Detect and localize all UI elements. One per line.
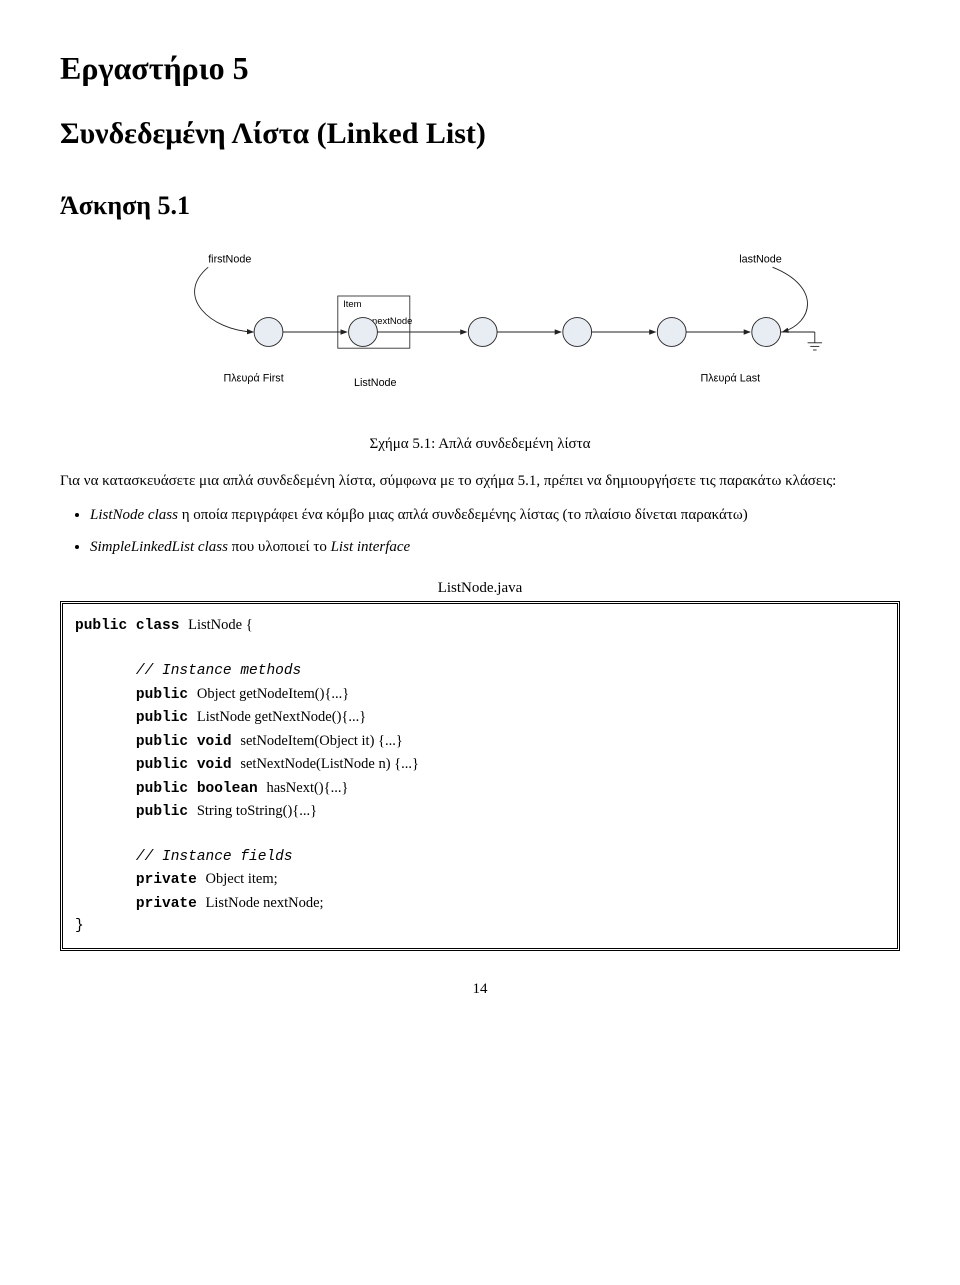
- label-pleura-first: Πλευρά First: [224, 373, 284, 385]
- lab-title: Εργαστήριο 5: [60, 50, 900, 87]
- class-name: ListNode class: [90, 507, 178, 523]
- list-node: [254, 318, 283, 347]
- code-text: ListNode getNextNode(){...}: [197, 709, 366, 725]
- code-text: ListNode {: [188, 617, 253, 633]
- list-item: ListNode class η οποία περιγράφει ένα κό…: [90, 505, 900, 527]
- label-lastnode: lastNode: [739, 254, 782, 266]
- class-list: ListNode class η οποία περιγράφει ένα κό…: [60, 505, 900, 559]
- label-firstnode: firstNode: [208, 254, 251, 266]
- code-kw: public void: [136, 757, 240, 773]
- list-node: [349, 318, 378, 347]
- class-desc: που υλοποιεί το: [228, 539, 331, 555]
- code-text: setNodeItem(Object it) {...}: [240, 733, 403, 749]
- list-node: [752, 318, 781, 347]
- pointer-first-edge: [195, 267, 254, 332]
- class-name: SimpleLinkedList class: [90, 539, 228, 555]
- code-text: setNextNode(ListNode n) {...}: [240, 756, 419, 772]
- code-text: }: [75, 918, 84, 934]
- linked-list-diagram: firstNode lastNode Item nextNode Πλευρά …: [60, 233, 900, 413]
- label-listnode: ListNode: [354, 377, 397, 389]
- label-nextnode: nextNode: [372, 316, 412, 327]
- code-kw: private: [136, 896, 206, 912]
- code-text: hasNext(){...}: [266, 780, 348, 796]
- code-filename: ListNode.java: [60, 580, 900, 597]
- code-kw: public: [136, 687, 197, 703]
- code-comment: // Instance methods: [136, 663, 301, 679]
- code-kw: public: [136, 710, 197, 726]
- code-box-outer: public class ListNode { // Instance meth…: [60, 601, 900, 951]
- page-number: 14: [60, 981, 900, 998]
- code-kw: public: [136, 804, 197, 820]
- code-text: Object item;: [206, 871, 278, 887]
- section-title: Άσκηση 5.1: [60, 191, 900, 221]
- label-item: Item: [343, 299, 361, 310]
- list-item: SimpleLinkedList class που υλοποιεί το L…: [90, 537, 900, 559]
- class-desc: η οποία περιγράφει ένα κόμβο μιας απλά σ…: [178, 507, 748, 523]
- list-node: [468, 318, 497, 347]
- code-text: Object getNodeItem(){...}: [197, 686, 349, 702]
- code-text: String toString(){...}: [197, 803, 317, 819]
- intro-paragraph: Για να κατασκευάσετε μια απλά συνδεδεμέν…: [60, 471, 900, 493]
- label-pleura-last: Πλευρά Last: [701, 373, 761, 385]
- list-node: [563, 318, 592, 347]
- class-name: List interface: [331, 539, 411, 555]
- code-kw: private: [136, 872, 206, 888]
- code-kw: public class: [75, 618, 188, 634]
- main-title: Συνδεδεμένη Λίστα (Linked List): [60, 117, 900, 151]
- figure-caption: Σχήμα 5.1: Απλά συνδεδεμένη λίστα: [60, 436, 900, 453]
- code-kw: public boolean: [136, 781, 267, 797]
- code-box: public class ListNode { // Instance meth…: [62, 603, 898, 949]
- code-kw: public void: [136, 734, 240, 750]
- pointer-last-edge: [773, 267, 808, 332]
- code-text: ListNode nextNode;: [206, 895, 324, 911]
- list-node: [657, 318, 686, 347]
- code-comment: // Instance fields: [136, 849, 293, 865]
